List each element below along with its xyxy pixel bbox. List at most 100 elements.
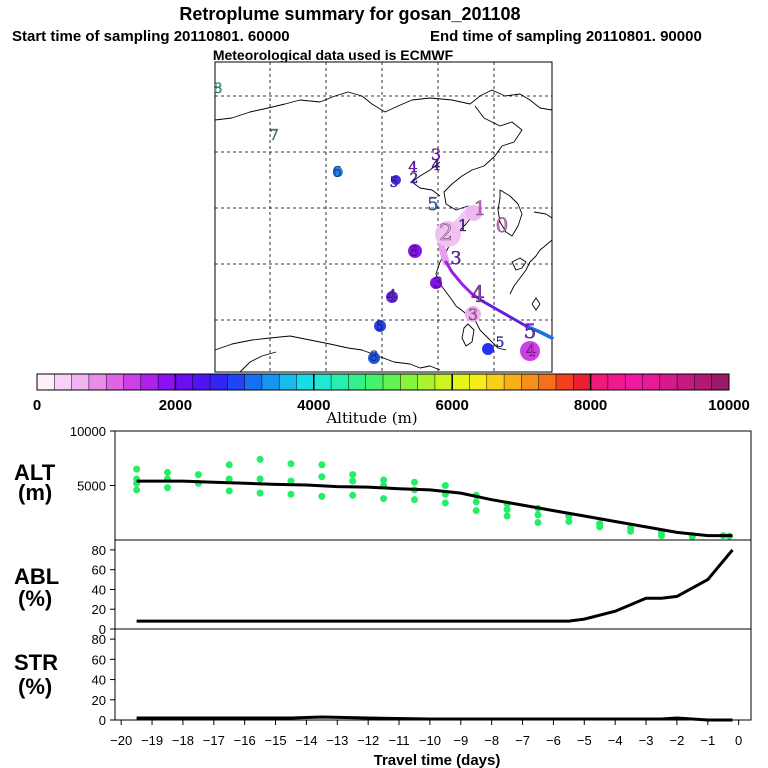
alt-particle-point [534,511,542,519]
y-tick-label: 60 [92,563,106,578]
colorbar-cell [348,374,367,390]
alt-particle-point [441,482,449,489]
y-tick-label: 5000 [77,479,106,494]
x-tick-label: 0 [735,733,742,748]
colorbar-cell [642,374,661,390]
day-marker: 0 [496,213,509,237]
day-marker: 8 [214,81,223,97]
abl-panel-unit: (%) [18,586,52,611]
x-tick-label: −2 [669,733,684,748]
str-panel-frame [114,628,752,721]
alt-particle-point [225,461,233,469]
alt-mean-line [136,479,733,538]
day-marker: 1 [458,216,468,235]
colorbar-cell [538,374,557,390]
start-time-label: Start time of sampling 20110801. 60000 [12,28,290,45]
day-marker: 6 [332,163,342,181]
y-tick-label: 40 [92,582,106,597]
met-data-label: Meteorological data used is ECMWF [213,47,454,63]
x-tick-label: −18 [172,733,194,748]
colorbar-cell [521,374,540,390]
day-marker: 7 [269,126,279,144]
alt-particle-point [225,475,233,483]
x-tick-label: −6 [546,733,561,748]
colorbar-cell [261,374,280,390]
str-line [136,715,733,722]
day-marker: 3 [450,248,461,269]
alt-panel: ALT (m) 5000 10000 [14,424,752,541]
str-panel-unit: (%) [18,674,52,699]
day-marker: 4 [526,341,536,360]
colorbar-cell [106,374,124,390]
colorbar-cell [123,374,142,390]
alt-particle-point [287,460,295,468]
day-marker: 5 [427,194,438,215]
x-tick-label: −10 [419,733,441,748]
day-marker: 3 [431,145,441,164]
colorbar-cell [625,374,643,390]
colorbar-cell [54,374,73,390]
colorbar-cell [486,374,505,390]
abl-panel: ABL (%) 0 20 40 60 80 [14,539,752,637]
alt-particle-point [534,519,542,527]
alt-particle-point [441,499,449,507]
day-marker: 3 [468,305,478,324]
colorbar-cell [590,374,609,390]
str-panel-label: STR [14,650,58,675]
alt-particle-point [565,517,573,525]
colorbar-cell [37,374,55,390]
day-marker: 8 [370,349,379,365]
colorbar-cell [434,374,453,390]
alt-particle-point [318,473,326,481]
day-marker: 5 [390,175,399,191]
alt-particle-point [163,468,171,476]
day-marker: 4 [408,158,418,176]
alt-particle-point [472,498,480,506]
x-tick-label: −3 [639,733,654,748]
x-tick-label: −4 [608,733,623,748]
abl-panel-label: ABL [14,564,59,589]
x-tick-label: −9 [453,733,468,748]
alt-particle-point [380,476,388,484]
x-tick-label: −17 [203,733,225,748]
x-tick-label: −8 [484,733,499,748]
x-tick-label: −12 [357,733,379,748]
x-tick-label: −15 [265,733,287,748]
alt-particle-point [472,507,480,515]
alt-particle-point [349,477,357,485]
y-tick-label: 80 [92,632,106,647]
alt-particle-point [225,487,233,495]
day-marker: 5 [496,335,505,351]
day-marker: 5 [524,319,537,343]
y-tick-label: 80 [92,543,106,558]
y-tick-label: 0 [99,713,106,728]
alt-particle-point [380,495,388,503]
day-marker: 4 [432,158,441,174]
colorbar-cell [331,374,349,390]
colorbar-cell [383,374,401,390]
colorbar-cell [244,374,263,390]
y-tick-label: 60 [92,652,106,667]
alt-particle-point [133,465,141,473]
colorbar-cell [227,374,246,390]
x-tick-label: −11 [388,733,409,748]
alt-particle-point [349,491,357,499]
day-marker: 4 [471,283,485,308]
alt-particle-point [503,505,511,513]
x-tick-label: −16 [234,733,256,748]
colorbar-tick-label: 0 [33,397,41,414]
colorbar-cell [88,374,107,390]
abl-line [136,548,734,623]
colorbar-title: Altitude (m) [325,409,417,427]
colorbar-tick-label: 4000 [297,397,330,414]
day-marker: 8 [410,244,419,260]
colorbar-cell [504,374,522,390]
colorbar-cell [677,374,695,390]
alt-particle-point [349,471,357,479]
alt-particle-point [318,461,326,469]
colorbar-tick-label: 6000 [436,397,469,414]
colorbar-cell [694,374,713,390]
abl-panel-frame [114,539,752,630]
